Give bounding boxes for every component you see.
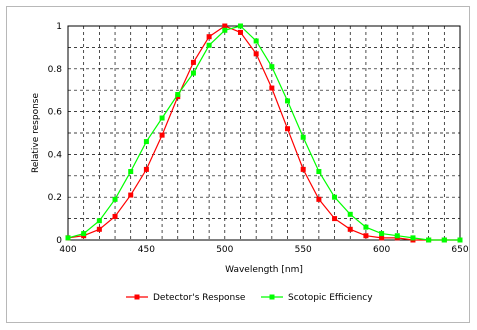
series-point-1 [269,64,275,70]
series-point-1 [159,115,165,121]
y-tick-label: 0.8 [48,65,63,75]
y-tick-label: 0.6 [48,108,63,118]
series-point-1 [363,224,369,230]
series-point-1 [347,211,353,217]
series-point-1 [112,196,118,202]
series-point-0 [128,192,134,198]
series-point-1 [379,231,385,237]
series-layer [65,23,463,243]
legend-marker-1 [269,294,275,300]
series-point-1 [316,169,322,175]
series-point-0 [285,126,291,132]
series-point-1 [426,237,432,243]
series-point-0 [300,166,306,172]
x-tick-label: 450 [138,245,155,255]
series-point-0 [190,59,196,65]
series-point-0 [222,23,228,29]
series-point-1 [128,169,134,175]
series-line-1 [67,25,460,241]
series-point-1 [222,27,228,33]
legend: Detector's Response Scotopic Efficiency [126,293,373,303]
ticks: 400 450 500 550 600 650 0 0.2 0.4 0.6 0.8 1 [48,22,469,255]
series-point-1 [300,134,306,140]
series-point-1 [96,218,102,224]
series-point-1 [190,70,196,76]
plot-area [67,25,461,241]
series-point-0 [332,216,338,222]
series-point-1 [237,23,243,29]
x-axis-label: Wavelength [nm] [225,265,303,275]
y-axis-label: Relative response [31,93,41,173]
series-point-0 [112,213,118,219]
series-point-1 [441,237,447,243]
series-point-0 [316,196,322,202]
series-point-1 [143,139,149,145]
series-point-1 [65,235,71,241]
series-point-0 [363,233,369,239]
series-point-0 [253,51,259,57]
y-tick-label: 1 [56,22,62,32]
series-point-1 [175,91,181,97]
legend-label-1: Scotopic Efficiency [288,293,373,303]
x-tick-label: 400 [59,245,76,255]
series-point-0 [269,85,275,91]
y-tick-label: 0 [56,236,62,246]
series-point-1 [253,38,259,44]
series-point-1 [81,231,87,237]
legend-label-0: Detector's Response [153,293,246,303]
legend-marker-0 [134,294,140,300]
series-point-0 [347,226,353,232]
series-point-0 [159,132,165,138]
series-point-1 [285,98,291,104]
series-line-0 [67,25,460,241]
series-point-0 [206,34,212,40]
series-point-0 [379,235,385,241]
x-tick-label: 550 [295,245,312,255]
x-tick-label: 650 [451,245,468,255]
series-point-1 [332,194,338,200]
series-point-1 [410,235,416,241]
series-point-1 [206,42,212,48]
series-point-0 [96,226,102,232]
grid [68,26,460,240]
x-tick-label: 500 [216,245,233,255]
y-tick-label: 0.2 [48,193,62,203]
x-tick-label: 600 [373,245,390,255]
series-point-1 [394,233,400,239]
series-point-0 [143,166,149,172]
series-point-1 [457,237,463,243]
series-point-0 [237,29,243,35]
y-tick-label: 0.4 [48,150,63,160]
